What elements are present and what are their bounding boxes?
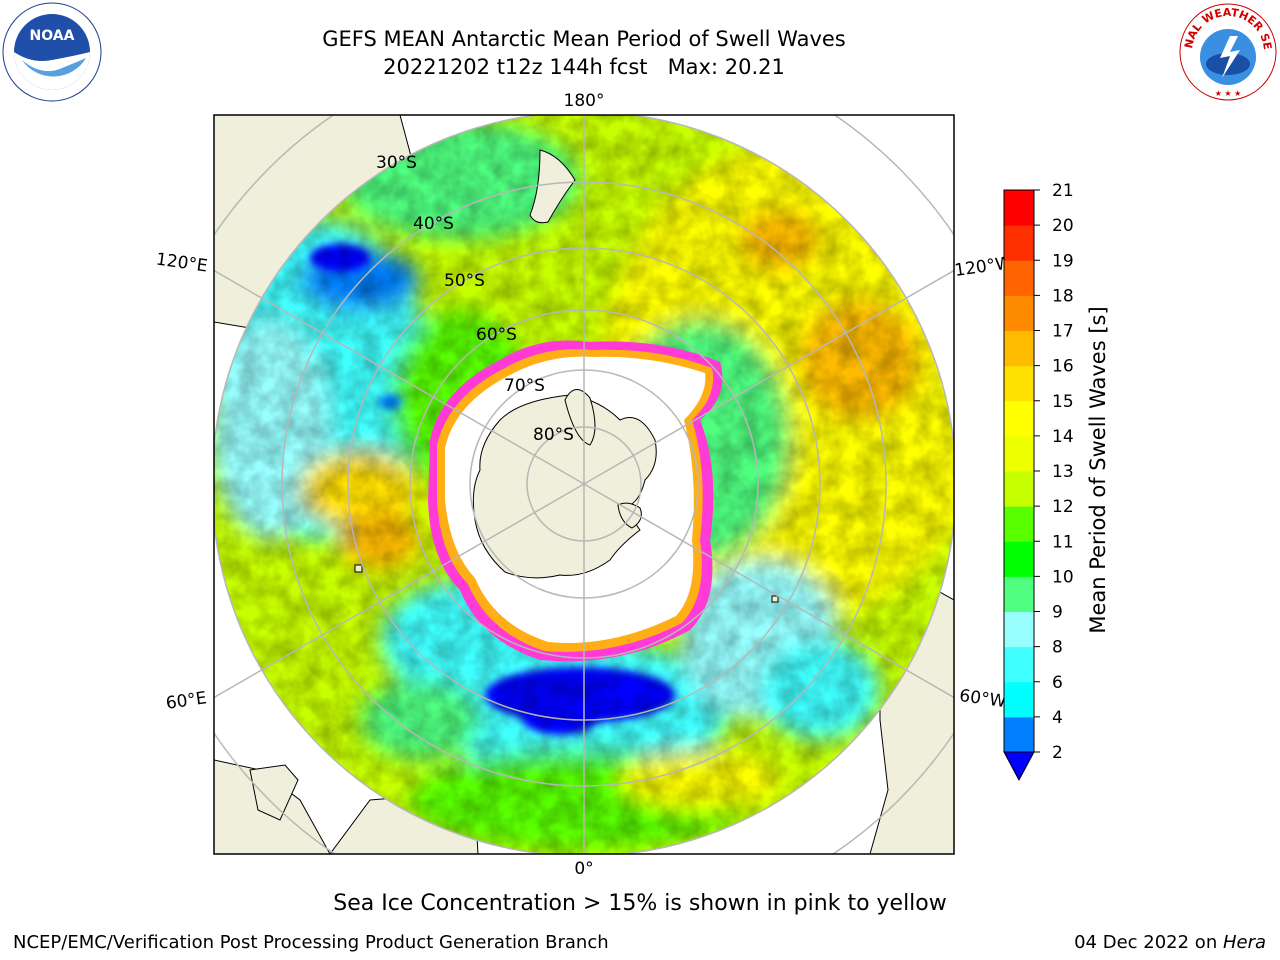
footer-date-text: 04 Dec 2022 on [1074,932,1223,953]
colorbar-tick-label: 15 [1052,392,1074,412]
colorbar-tick-label: 9 [1052,603,1063,623]
colorbar-tick-label: 16 [1052,357,1074,377]
colorbar-segment [1004,365,1034,402]
colorbar-segment [1004,260,1034,296]
latitude-labels: 30°S 40°S 50°S 60°S 70°S 80°S [376,153,574,445]
colorbar-label: Mean Period of Swell Waves [s] [1086,306,1110,633]
lat-label-40s: 40°S [413,214,454,234]
colorbar-segment [1004,435,1034,472]
colorbar-segment [1004,576,1034,612]
lon-label-180: 180° [564,91,605,111]
colorbar-segment [1004,471,1034,507]
colorbar-tick-label: 12 [1052,497,1074,517]
colorbar-tick-label: 10 [1052,567,1074,587]
map-area: 30°S 40°S 50°S 60°S 70°S 80°S [214,115,954,854]
antarctica-land [472,394,657,579]
colorbar-segment [1004,225,1034,261]
colorbar: 2 4 6 8 9 10 11 12 13 14 15 16 17 18 19 20 21 [1003,181,1074,782]
colorbar-extend-triangle [1003,751,1035,782]
colorbar-tick-label: 18 [1052,286,1074,306]
colorbar-tick-label: 8 [1052,638,1063,658]
lon-label-60w: 60°W [958,686,1007,712]
colorbar-segment [1004,646,1034,683]
colorbar-tick-label: 20 [1052,216,1074,236]
chart-subtitle: 20221202 t12z 144h fcst Max: 20.21 [383,55,785,79]
colorbar-tick-label: 4 [1052,708,1063,728]
lon-label-60e: 60°E [165,688,208,713]
colorbar-tick-label: 14 [1052,427,1074,447]
colorbar-tick-label: 13 [1052,462,1074,482]
colorbar-tick-label: 17 [1052,322,1074,342]
colorbar-segment [1004,506,1034,542]
new-zealand-land [529,149,576,224]
colorbar-segment [1004,295,1034,331]
footer-date: 04 Dec 2022 on Hera [1074,932,1266,953]
chart-title: GEFS MEAN Antarctic Mean Period of Swell… [322,27,846,51]
colorbar-tick-label: 11 [1052,532,1074,552]
colorbar-segment [1004,400,1034,437]
colorbar-tick-label: 21 [1052,181,1074,201]
colorbar-segment [1004,541,1034,577]
lat-label-50s: 50°S [444,271,485,291]
map-frame [213,114,955,855]
noaa-logo-icon: NOAA [2,2,102,102]
colorbar-tick-label: 6 [1052,673,1063,693]
colorbar-segment [1004,190,1034,226]
lon-label-0: 0° [574,859,593,879]
graticule [214,115,954,854]
colorbar-segment [1004,716,1034,753]
lat-label-70s: 70°S [504,376,545,396]
footer-host: Hera [1222,932,1266,953]
colorbar-tick-label: 19 [1052,251,1074,271]
sea-ice-caption: Sea Ice Concentration > 15% is shown in … [333,891,947,916]
svg-text:★ ★ ★: ★ ★ ★ [1215,89,1242,98]
lon-label-120e: 120°E [155,250,209,277]
colorbar-tick-label: 2 [1052,743,1063,763]
footer-branch: NCEP/EMC/Verification Post Processing Pr… [13,932,609,953]
colorbar-segment [1004,681,1034,718]
lat-label-30s: 30°S [376,153,417,173]
noaa-logo-text: NOAA [30,28,75,44]
nws-logo-icon: NATIONAL WEATHER SERVICE ★ ★ ★ [1173,0,1278,102]
lat-label-80s: 80°S [533,425,574,445]
colorbar-segment [1004,330,1034,367]
lat-label-60s: 60°S [476,325,517,345]
colorbar-segment [1004,611,1034,648]
